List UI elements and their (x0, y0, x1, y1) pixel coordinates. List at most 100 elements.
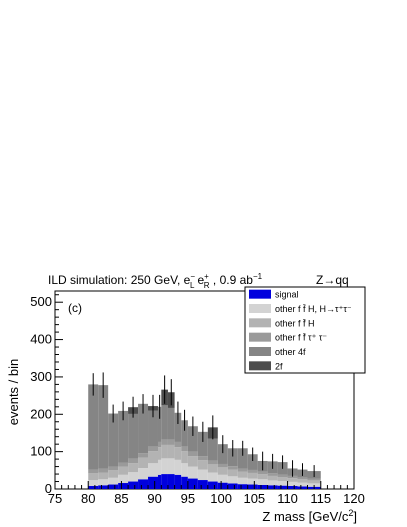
bar-segment (148, 476, 158, 489)
bar-segment (287, 486, 298, 489)
bar-segment (157, 474, 162, 489)
bar-segment (217, 463, 228, 468)
bar-segment (118, 410, 129, 463)
channel-label: Z→qq (316, 273, 349, 287)
legend-swatch (249, 361, 271, 371)
bar-segment (161, 474, 168, 489)
bar-segment (247, 484, 258, 489)
y-tick-label: 100 (30, 444, 52, 459)
legend-label: other 4f (275, 347, 306, 357)
x-tick-label: 95 (181, 491, 195, 506)
legend-label: other f f̄ τ⁺ τ⁻ (275, 333, 327, 343)
y-tick-label: 200 (30, 406, 52, 421)
bar-segment (128, 463, 139, 473)
bar-segment (157, 406, 162, 442)
bar-segment (174, 412, 182, 442)
bar-segment (118, 474, 129, 484)
bar-segment (257, 471, 268, 475)
bar-segment (207, 481, 218, 489)
bar-segment (217, 444, 228, 464)
bar-segment (187, 456, 198, 467)
bar-segment (128, 458, 139, 464)
legend-label: other f f̄ H, H→τ⁺τ⁻ (275, 304, 352, 314)
bar-segment (98, 485, 109, 489)
bar-segment (297, 482, 308, 487)
legend-label: 2f (275, 361, 283, 371)
bar-segment (138, 457, 149, 469)
bar-segment (287, 478, 298, 482)
bar-segment (197, 469, 208, 481)
y-tick-label: 400 (30, 332, 52, 347)
bar-segment (138, 453, 149, 458)
bar-segment (174, 447, 182, 460)
bar-segment (287, 475, 298, 479)
bar-segment (138, 479, 149, 489)
svg-text:Z mass [GeV/c2]: Z mass [GeV/c2] (262, 508, 357, 524)
x-tick-label: 110 (277, 491, 298, 506)
bar-segment (207, 460, 218, 465)
bar-segment (161, 444, 168, 459)
bar-segment (157, 459, 162, 475)
bar-segment (197, 431, 208, 457)
bar-segment (138, 468, 149, 480)
bar-segment (237, 484, 248, 489)
legend-swatch (249, 332, 271, 342)
bar-segment (207, 472, 218, 482)
bar-segment (98, 385, 109, 469)
bar-segment (181, 463, 188, 477)
y-tick-label: 300 (30, 369, 52, 384)
y-axis: 0 100 200 300 400 500 (30, 294, 63, 496)
bar-segment (108, 466, 119, 471)
bar-segment (174, 441, 182, 448)
bar-segment (247, 478, 258, 485)
bar-segment (148, 463, 158, 477)
bar-segment (161, 439, 168, 445)
bar-segment (277, 474, 288, 478)
bar-segment (161, 405, 168, 440)
bar-segment (157, 447, 162, 460)
bar-segment (237, 471, 248, 478)
y-tick-label: 0 (45, 481, 52, 496)
bar-segment (187, 451, 198, 457)
bar-segment (181, 446, 188, 452)
bar-segment (138, 403, 149, 454)
x-tick-label: 115 (310, 491, 331, 506)
bar-segment (148, 451, 158, 464)
error-bars (92, 372, 315, 478)
bar-segment (148, 410, 158, 447)
bar-segment (267, 473, 278, 476)
legend-label: other f f̄ H (275, 318, 315, 328)
panel-label: (c) (68, 301, 82, 315)
bar-segment (167, 474, 175, 489)
bar-segment (181, 476, 188, 489)
bar-segment (297, 479, 308, 483)
bar-segment (88, 486, 99, 489)
bar-segment (257, 479, 268, 485)
bar-segment (108, 470, 119, 478)
bar-segment (118, 462, 129, 467)
bar-segment (267, 485, 278, 489)
bar-segment (88, 384, 99, 470)
bar-segment (217, 467, 228, 475)
bar-segment (167, 458, 175, 475)
bar-segment (181, 420, 188, 447)
bar-segment (227, 476, 238, 484)
bar-segment (161, 458, 168, 475)
bar-segment (287, 481, 298, 487)
bar-segment (118, 483, 129, 489)
bar-segment (181, 451, 188, 464)
bar-segment (187, 466, 198, 479)
legend-label: signal (275, 290, 299, 300)
x-tick-label: 80 (81, 491, 95, 506)
bar-segment (307, 478, 321, 481)
bar-segment (108, 477, 119, 485)
bar-segment (277, 481, 288, 486)
bar-segment (197, 456, 208, 461)
bar-segment (207, 464, 218, 473)
bar-segment (227, 469, 238, 477)
legend-box (244, 286, 366, 374)
bar-segment (247, 454, 258, 470)
legend-swatch (249, 289, 271, 299)
